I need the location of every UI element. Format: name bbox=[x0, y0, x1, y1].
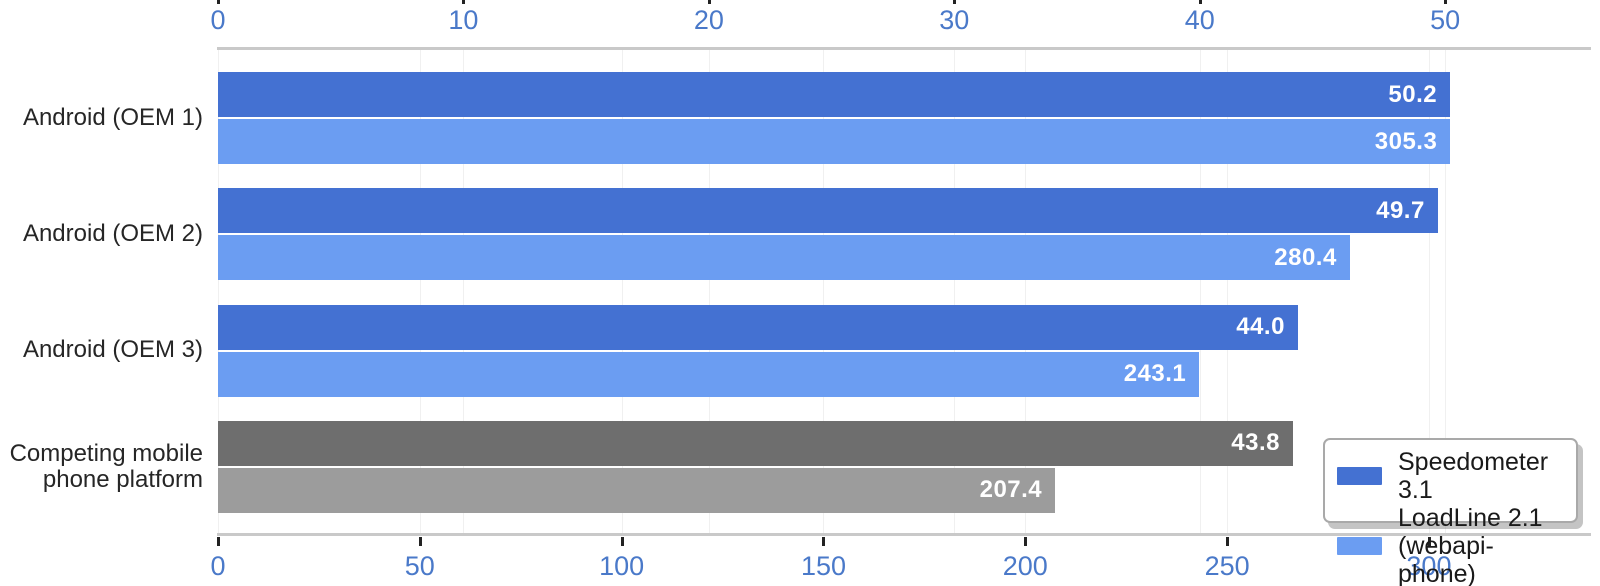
grid-line bbox=[419, 50, 421, 535]
bar-loadline: 280.4 bbox=[218, 235, 1350, 281]
bottom-tick-mark bbox=[822, 537, 826, 546]
bar-value-label: 50.2 bbox=[1388, 80, 1438, 108]
legend-entry-speedometer: Speedometer 3.1 bbox=[1337, 448, 1564, 504]
top-tick-mark bbox=[953, 0, 957, 4]
bar-value-label: 207.4 bbox=[979, 476, 1043, 504]
legend: Speedometer 3.1 LoadLine 2.1 (webapi-pho… bbox=[1323, 438, 1578, 586]
top-axis-line bbox=[217, 47, 1591, 50]
top-tick-mark bbox=[1444, 0, 1448, 4]
bottom-tick-label: 100 bbox=[599, 551, 645, 581]
bar-loadline: 243.1 bbox=[218, 351, 1200, 397]
bar-speedometer: 43.8 bbox=[218, 420, 1294, 466]
bar-value-label: 305.3 bbox=[1374, 127, 1438, 155]
grid-line bbox=[823, 50, 825, 535]
grid-line bbox=[621, 50, 623, 535]
bottom-tick-mark bbox=[1427, 537, 1431, 546]
top-tick-label: 0 bbox=[210, 5, 226, 35]
bottom-tick-mark bbox=[620, 537, 624, 546]
grid-line bbox=[708, 50, 710, 535]
grid-line bbox=[1227, 50, 1229, 535]
grid-line bbox=[218, 50, 219, 535]
legend-label-speedometer: Speedometer 3.1 bbox=[1398, 448, 1549, 504]
bar-value-label: 49.7 bbox=[1376, 196, 1425, 224]
grid-line bbox=[1445, 50, 1447, 535]
grid-line bbox=[954, 50, 956, 535]
bottom-tick-label: 150 bbox=[800, 551, 846, 581]
bar-speedometer: 49.7 bbox=[218, 188, 1438, 234]
category-label: Android (OEM 3) bbox=[22, 336, 203, 364]
bottom-tick-label: 50 bbox=[404, 551, 435, 581]
category-label: Android (OEM 2) bbox=[22, 220, 203, 248]
grid-line bbox=[463, 50, 465, 535]
legend-entry-loadline: LoadLine 2.1 (webapi-phone) bbox=[1337, 504, 1564, 586]
bottom-axis-line bbox=[217, 533, 1591, 536]
category-label: Competing mobile phone platform bbox=[9, 439, 203, 493]
top-tick-label: 40 bbox=[1184, 5, 1215, 35]
grid-line bbox=[1025, 50, 1027, 535]
bar-value-label: 44.0 bbox=[1236, 313, 1285, 341]
category-label: Android (OEM 1) bbox=[22, 103, 203, 131]
top-tick-mark bbox=[462, 0, 466, 4]
grid-line bbox=[1199, 50, 1201, 535]
grid-line bbox=[1428, 50, 1430, 535]
bottom-tick-mark bbox=[418, 537, 422, 546]
bottom-tick-mark bbox=[1226, 537, 1230, 546]
top-tick-mark bbox=[1198, 0, 1202, 4]
top-tick-label: 20 bbox=[693, 5, 724, 35]
bar-speedometer: 50.2 bbox=[218, 72, 1451, 117]
bar-loadline: 305.3 bbox=[218, 119, 1451, 164]
legend-swatch-speedometer bbox=[1337, 467, 1382, 485]
top-tick-label: 10 bbox=[448, 5, 479, 35]
bar-loadline: 207.4 bbox=[218, 467, 1056, 513]
top-tick-mark bbox=[217, 0, 220, 4]
top-tick-label: 30 bbox=[939, 5, 970, 35]
bottom-tick-label: 0 bbox=[210, 551, 226, 581]
bar-value-label: 43.8 bbox=[1231, 429, 1281, 457]
legend-label-loadline: LoadLine 2.1 (webapi-phone) bbox=[1398, 504, 1543, 586]
bottom-tick-label: 300 bbox=[1406, 551, 1452, 581]
bar-value-label: 243.1 bbox=[1123, 360, 1187, 388]
bar-value-label: 280.4 bbox=[1274, 243, 1337, 271]
top-tick-mark bbox=[707, 0, 711, 4]
legend-swatch-loadline bbox=[1337, 537, 1382, 555]
bottom-tick-label: 250 bbox=[1204, 551, 1250, 581]
bottom-tick-label: 200 bbox=[1002, 551, 1048, 581]
bottom-tick-mark bbox=[217, 537, 220, 546]
bottom-tick-mark bbox=[1024, 537, 1028, 546]
top-tick-label: 50 bbox=[1430, 5, 1461, 35]
bar-speedometer: 44.0 bbox=[218, 304, 1298, 350]
